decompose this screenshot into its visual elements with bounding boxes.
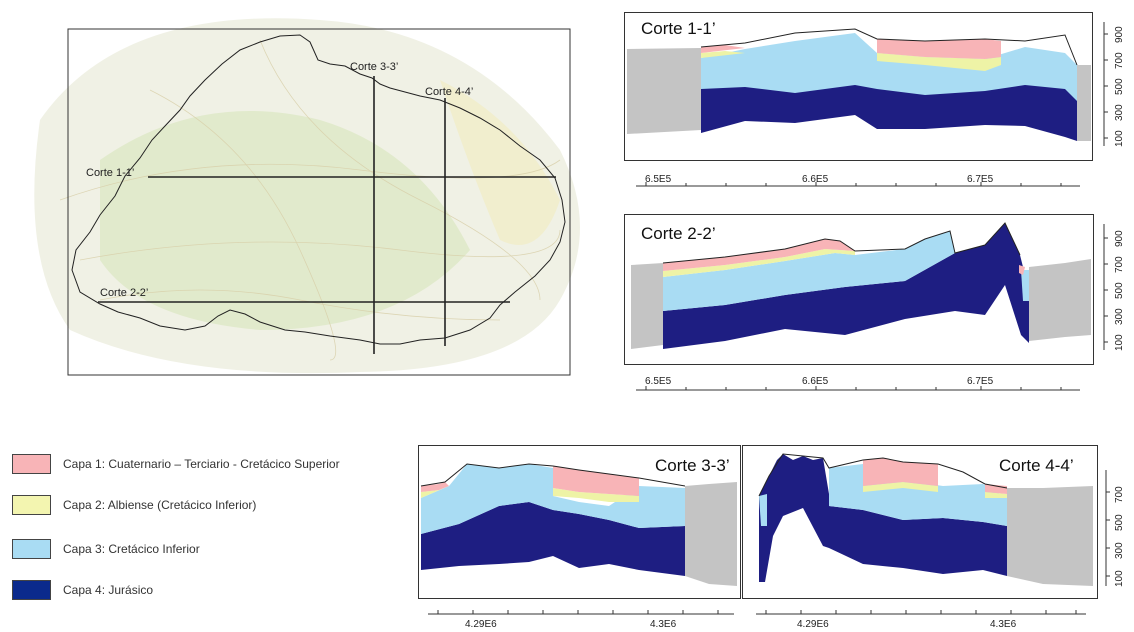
section-1-y-tick-1: 100 <box>1114 130 1125 147</box>
section-1-y-axis <box>1100 18 1134 150</box>
section-2-profile <box>631 222 1091 349</box>
section-4-y-axis <box>1102 460 1134 592</box>
layer-4 <box>663 223 1029 349</box>
section-2-y-tick-1: 100 <box>1114 334 1125 351</box>
map-label-corte-2: Corte 2-2’ <box>100 287 149 299</box>
section-2-y-tick-3: 500 <box>1114 282 1125 299</box>
section-4-y-tick-3: 500 <box>1114 514 1125 531</box>
section-title-1: Corte 1-1’ <box>641 19 716 38</box>
section-4-profile <box>758 453 1093 586</box>
section-2-x-tick-3: 6.7E5 <box>967 376 994 387</box>
legend-label-2: Capa 2: Albiense (Cretácico Inferior) <box>63 498 257 512</box>
section-2-x-tick-2: 6.6E5 <box>802 376 829 387</box>
watershed-boundary <box>71 34 566 345</box>
section-3-x-axis <box>428 604 734 618</box>
layer-3 <box>663 231 955 311</box>
legend-swatch-2 <box>12 495 51 515</box>
topography-line <box>420 463 686 487</box>
topography-line <box>758 453 1008 497</box>
layer-4 <box>759 454 1007 582</box>
section-3-x-tick-1: 4.29E6 <box>465 619 497 630</box>
ground-right <box>685 482 737 586</box>
section-4-x-axis-line <box>756 610 1086 615</box>
layer-1 <box>863 458 938 486</box>
layer-2 <box>421 486 449 498</box>
layer-1 <box>663 239 855 271</box>
section-panel-4: Corte 4-4’ <box>742 445 1098 599</box>
legend-item-1: Capa 1: Cuaternario – Terciario - Cretác… <box>12 452 340 476</box>
section-2-y-axis <box>1100 220 1134 354</box>
legend-item-2: Capa 2: Albiense (Cretácico Inferior) <box>12 493 256 517</box>
ground-left <box>631 263 663 349</box>
section-2-x-axis-line <box>636 386 1080 391</box>
topography-line <box>700 28 1078 66</box>
layer-1b <box>877 39 1001 59</box>
ground-left <box>627 48 701 134</box>
layer-1b <box>1019 265 1025 275</box>
section-1-x-tick-1: 6.5E5 <box>645 174 672 185</box>
section-1-profile <box>627 28 1091 141</box>
section-3-profile <box>420 463 737 586</box>
section-panel-3: Corte 3-3’ <box>418 445 741 599</box>
map-label-corte-3: Corte 3-3’ <box>350 61 399 73</box>
section-1-y-tick-2: 300 <box>1114 104 1125 121</box>
map-basemap-yellow <box>440 80 560 245</box>
section-2-y-tick-5: 900 <box>1114 230 1125 247</box>
legend-swatch-3 <box>12 539 51 559</box>
layer-3b <box>759 494 767 526</box>
ground-right <box>1029 259 1091 341</box>
legend-label-3: Capa 3: Cretácico Inferior <box>63 542 200 556</box>
legend-label-1: Capa 1: Cuaternario – Terciario - Cretác… <box>63 457 340 471</box>
layer-4 <box>421 502 685 576</box>
layer-3b <box>1021 270 1029 301</box>
section-4-x-tick-2: 4.3E6 <box>990 619 1017 630</box>
legend-item-3: Capa 3: Cretácico Inferior <box>12 537 200 561</box>
legend-swatch-4 <box>12 580 51 600</box>
section-4-x-axis <box>756 604 1086 618</box>
section-1-x-axis <box>636 168 1080 190</box>
location-map: Corte 1-1’ Corte 2-2’ Corte 3-3’ Corte 4… <box>0 0 600 390</box>
legend-item-4: Capa 4: Jurásico <box>12 578 153 602</box>
section-3-x-tick-2: 4.3E6 <box>650 619 677 630</box>
layer-2 <box>863 482 938 492</box>
section-3-x-axis-line <box>428 610 734 615</box>
section-2-x-axis <box>636 372 1080 394</box>
section-4-y-tick-4: 700 <box>1114 486 1125 503</box>
ground-right <box>1007 486 1093 586</box>
topography-line <box>662 222 1021 264</box>
section-2-y-tick-2: 300 <box>1114 308 1125 325</box>
section-1-x-axis-line <box>636 182 1080 187</box>
layer-1b <box>553 466 639 496</box>
ground-right <box>1077 65 1091 141</box>
section-1-y-tick-3: 500 <box>1114 78 1125 95</box>
section-4-y-tick-2: 300 <box>1114 542 1125 559</box>
section-2-x-tick-1: 6.5E5 <box>645 376 672 387</box>
legend-swatch-1 <box>12 454 51 474</box>
layer-3 <box>421 464 685 534</box>
map-drawing <box>34 18 581 376</box>
layer-1 <box>421 482 449 492</box>
section-panel-2: Corte 2-2’ <box>624 214 1094 365</box>
map-label-corte-4: Corte 4-4’ <box>425 86 474 98</box>
legend-label-4: Capa 4: Jurásico <box>63 583 154 597</box>
section-1-y-tick-4: 700 <box>1114 52 1125 69</box>
section-title-4: Corte 4-4’ <box>999 456 1074 475</box>
layer-3 <box>701 33 1077 101</box>
layer-2b <box>553 488 639 502</box>
section-title-3: Corte 3-3’ <box>655 456 730 475</box>
layer-2 <box>663 249 855 277</box>
section-panel-1: Corte 1-1’ <box>624 12 1093 161</box>
section-4-y-tick-1: 100 <box>1114 570 1125 587</box>
layer-2 <box>701 51 745 58</box>
map-label-corte-1: Corte 1-1’ <box>86 167 135 179</box>
layer-1 <box>701 45 745 53</box>
section-1-y-tick-5: 900 <box>1114 26 1125 43</box>
section-title-2: Corte 2-2’ <box>641 224 716 243</box>
map-frame <box>67 28 571 376</box>
section-1-x-tick-3: 6.7E5 <box>967 174 994 185</box>
layer-2b <box>877 53 1001 71</box>
section-1-x-tick-2: 6.6E5 <box>802 174 829 185</box>
section-2-y-tick-4: 700 <box>1114 256 1125 273</box>
section-4-x-tick-1: 4.29E6 <box>797 619 829 630</box>
